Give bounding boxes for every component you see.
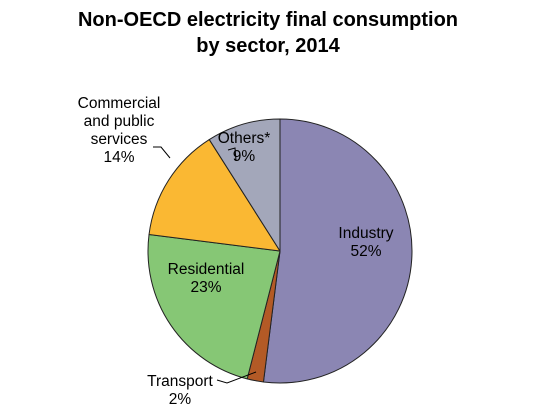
slice-label-commercial-and-public-services-2: services bbox=[91, 131, 148, 148]
chart-title-line-2: by sector, 2014 bbox=[196, 35, 340, 57]
slice-residential bbox=[147, 233, 281, 380]
value-label-others: 9% bbox=[233, 148, 256, 165]
slice-label-commercial-and-public-services-0: Commercial bbox=[78, 95, 161, 112]
leader-line-others bbox=[227, 147, 237, 162]
slice-industry bbox=[262, 118, 413, 384]
slice-label-commercial-and-public-services-1: and public bbox=[84, 113, 155, 130]
slice-label-residential-0: Residential bbox=[168, 261, 245, 278]
leader-line-commercial-and-public-services bbox=[153, 146, 171, 159]
value-label-industry: 52% bbox=[350, 243, 381, 260]
value-label-commercial-and-public-services: 14% bbox=[103, 149, 134, 166]
leader-line-transport bbox=[216, 371, 257, 384]
slice-label-others-0: Others* bbox=[218, 130, 271, 147]
slice-others bbox=[208, 118, 281, 252]
slice-label-industry-0: Industry bbox=[338, 225, 393, 242]
slice-label-transport-0: Transport bbox=[147, 373, 213, 390]
chart-title-line-1: Non-OECD electricity final consumption bbox=[78, 9, 458, 31]
pie-slices bbox=[147, 118, 413, 384]
value-label-residential: 23% bbox=[190, 279, 221, 296]
value-label-transport: 2% bbox=[169, 391, 192, 408]
leader-lines bbox=[153, 146, 257, 384]
slice-commercial-and-public-services bbox=[148, 139, 281, 252]
